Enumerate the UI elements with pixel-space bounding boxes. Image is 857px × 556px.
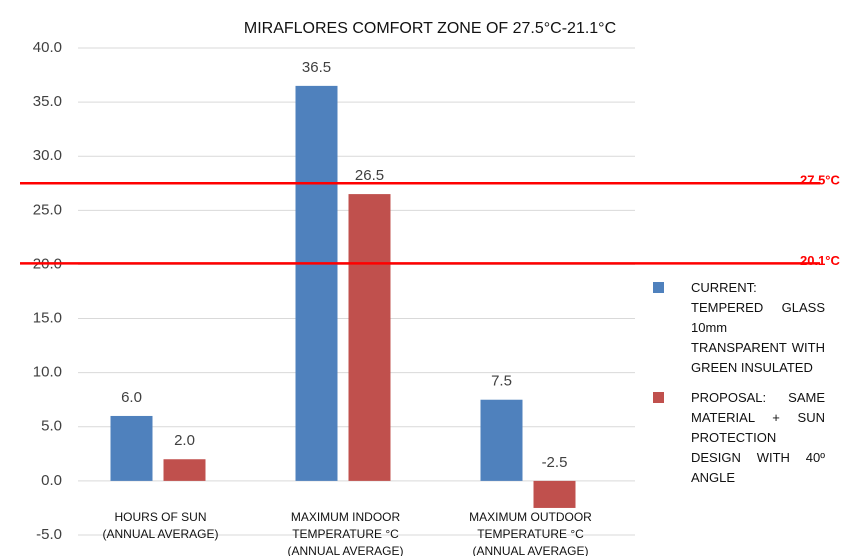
bar xyxy=(533,480,576,508)
data-label: 36.5 xyxy=(302,59,331,76)
data-label: 7.5 xyxy=(491,373,512,390)
data-label: 26.5 xyxy=(355,167,384,184)
legend-item: PROPOSAL: SAME MATERIAL + SUN PROTECTION… xyxy=(653,388,825,488)
legend-swatch xyxy=(653,392,664,403)
x-tick-label: MAXIMUM INDOOR TEMPERATURE °C (ANNUAL AVER… xyxy=(287,510,403,556)
bar xyxy=(348,194,391,481)
y-tick-label: 5.0 xyxy=(41,418,62,435)
y-tick-label: -5.0 xyxy=(36,526,62,543)
data-label: -2.5 xyxy=(542,454,568,471)
bar xyxy=(163,459,206,481)
y-tick-label: 35.0 xyxy=(33,93,62,110)
y-tick-label: 15.0 xyxy=(33,310,62,327)
legend-label: PROPOSAL: SAME MATERIAL + SUN PROTECTION… xyxy=(691,390,825,485)
y-tick-label: 30.0 xyxy=(33,147,62,164)
y-tick-label: 25.0 xyxy=(33,201,62,218)
bar xyxy=(295,85,338,481)
bar xyxy=(480,399,523,481)
y-tick-label: 0.0 xyxy=(41,472,62,489)
reference-label: 20.1°C xyxy=(800,253,841,268)
data-label: 6.0 xyxy=(121,389,142,406)
y-tick-label: 10.0 xyxy=(33,364,62,381)
y-tick-label: 40.0 xyxy=(33,39,62,56)
x-tick-label: MAXIMUM OUTDOOR TEMPERATURE °C (ANNUAL AVE… xyxy=(469,510,592,556)
chart-title: MIRAFLORES COMFORT ZONE OF 27.5°C-21.1°C xyxy=(244,20,616,37)
legend-item: CURRENT: TEMPERED GLASS 10mm TRANSPARENT… xyxy=(653,278,825,378)
bar xyxy=(110,415,153,481)
legend-swatch xyxy=(653,282,664,293)
reference-label: 27.5°C xyxy=(800,173,841,188)
x-tick-label: HOURS OF SUN (ANNUAL AVERAGE) xyxy=(102,510,218,541)
legend-label: CURRENT: TEMPERED GLASS 10mm TRANSPARENT… xyxy=(691,280,825,375)
data-label: 2.0 xyxy=(174,432,195,449)
